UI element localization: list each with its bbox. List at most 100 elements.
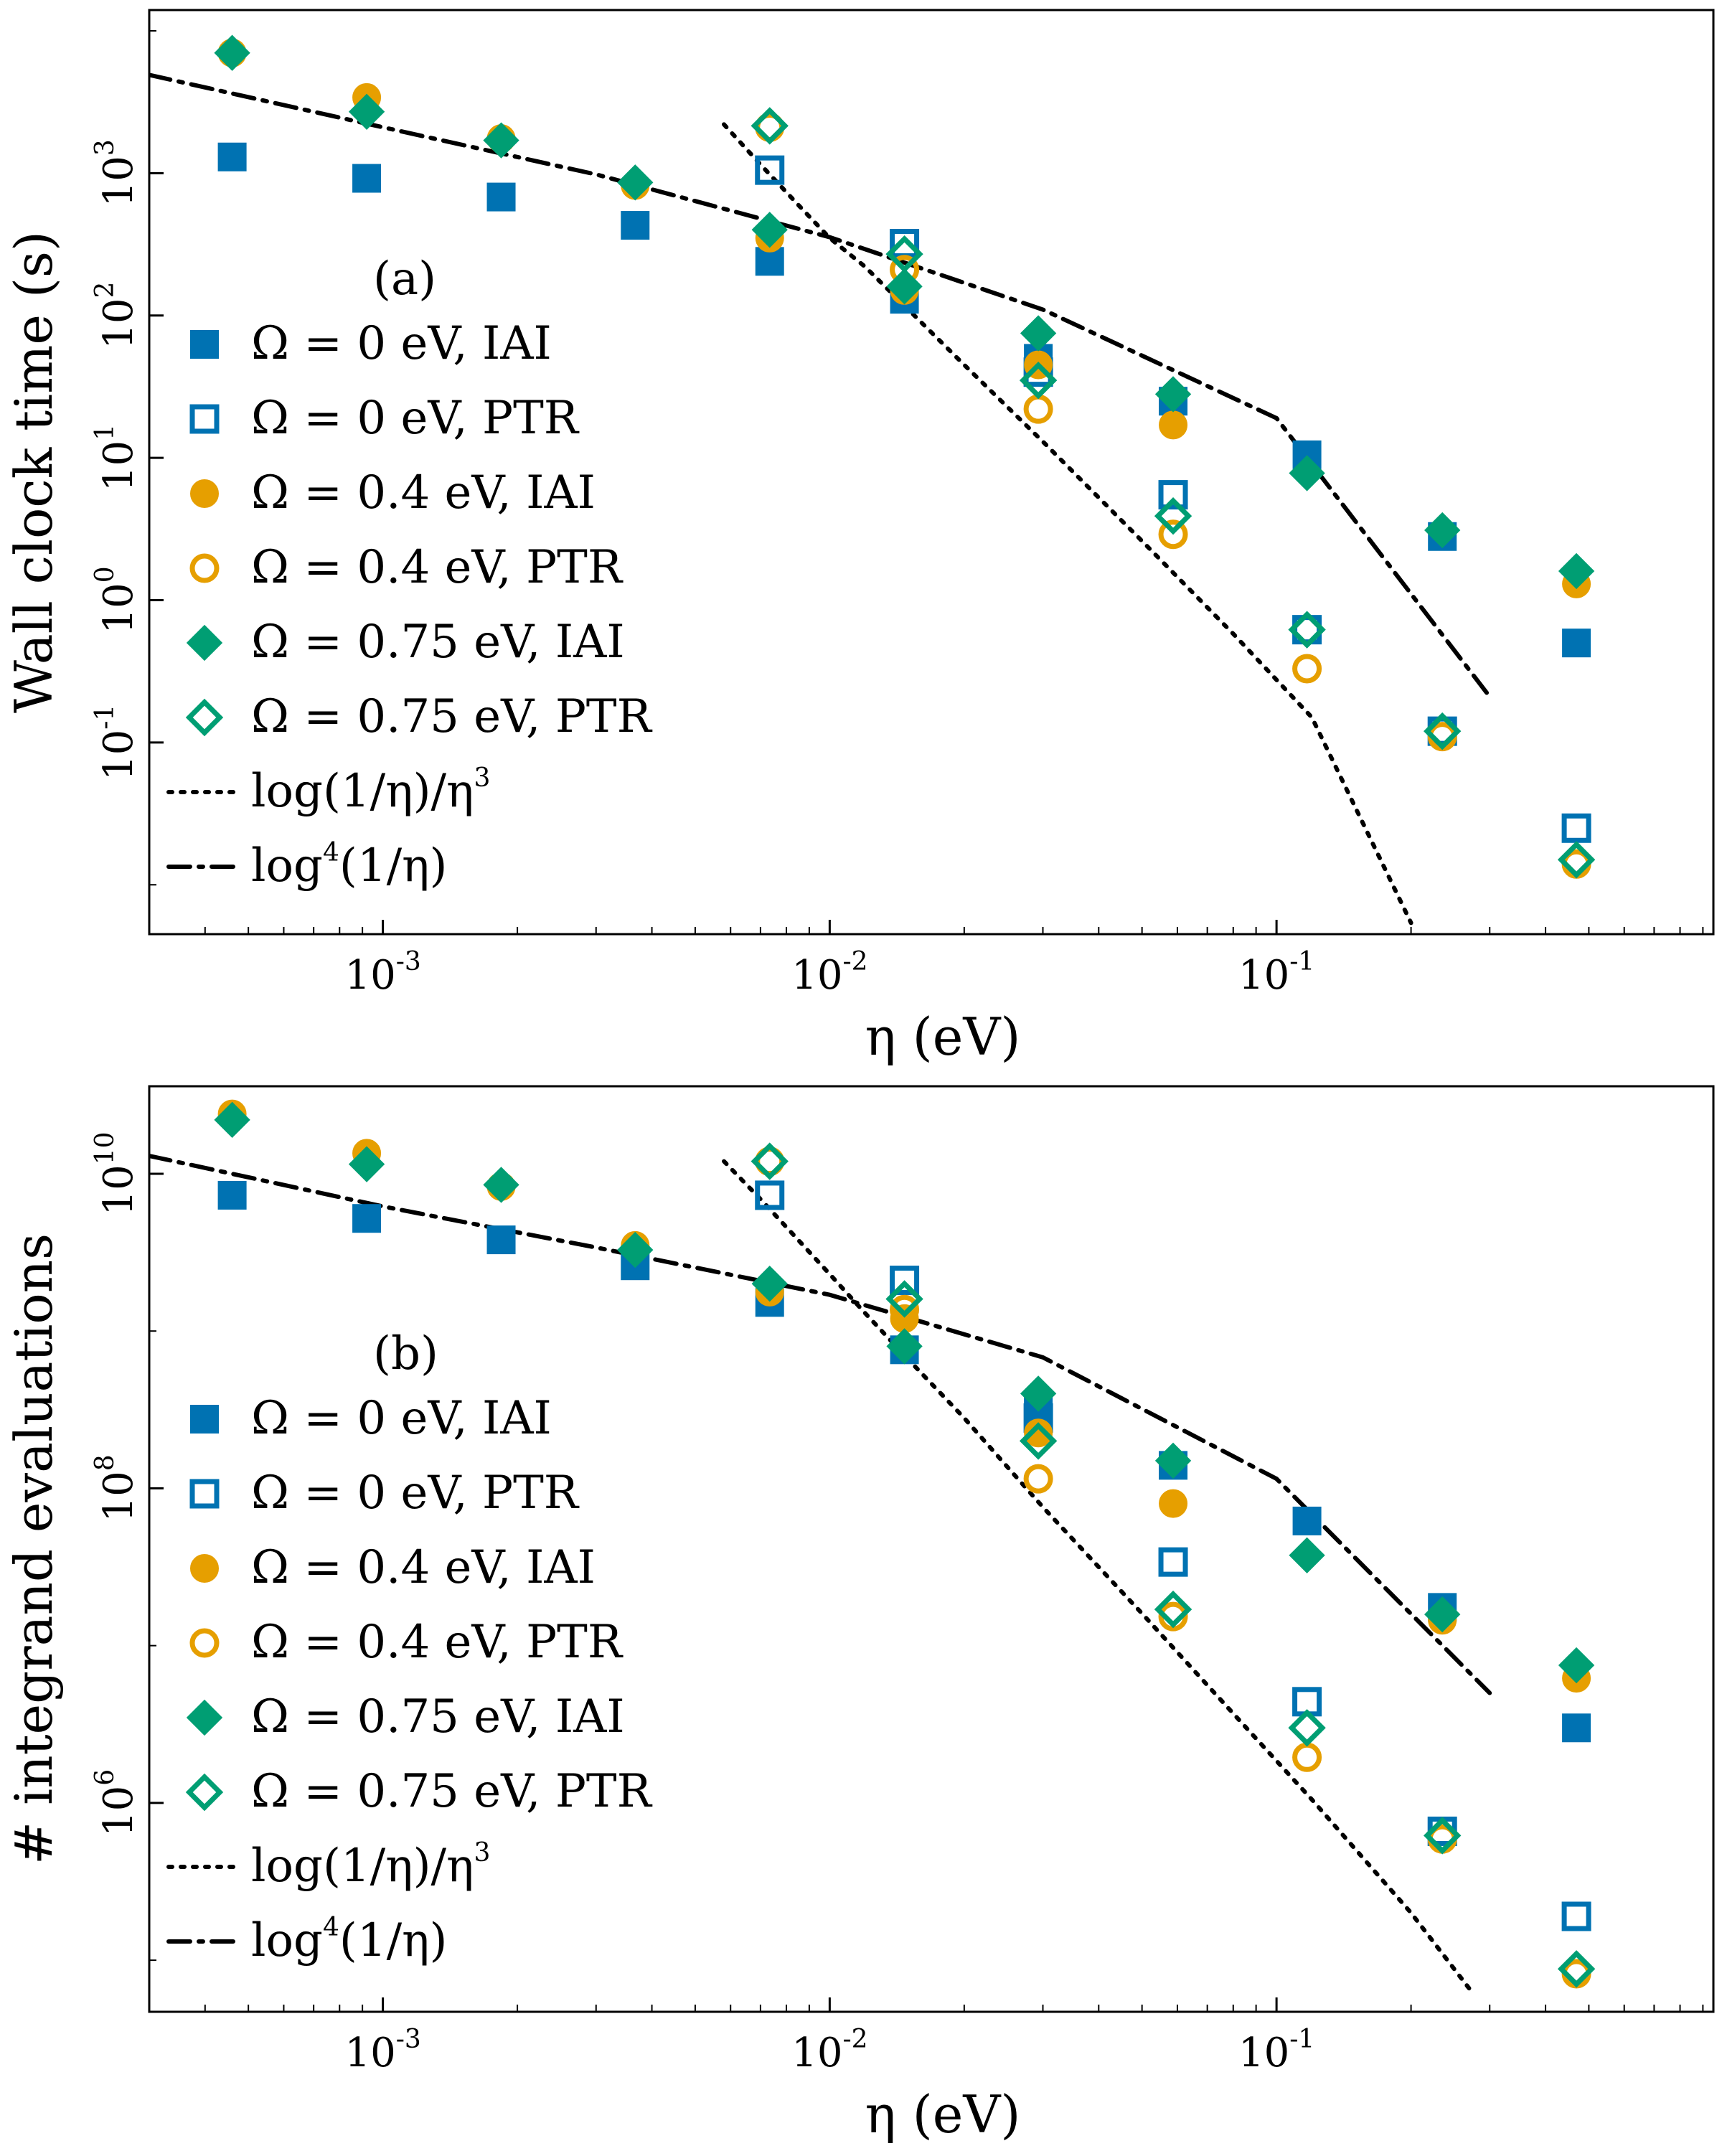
y-tick-label: 1010: [90, 1131, 142, 1215]
legend-entry: log(1/η)/η3: [166, 1838, 490, 1893]
data-point: [1154, 1442, 1192, 1479]
legend-marker: [190, 1554, 219, 1583]
data-point: [483, 122, 519, 159]
data-point: [890, 1266, 920, 1296]
data-point: [352, 1204, 382, 1233]
series-1: [755, 1180, 1591, 1931]
legend-entry: log4(1/η): [166, 838, 447, 893]
legend-entry: Ω = 0.75 eV, IAI: [186, 616, 625, 669]
data-point: [1558, 1647, 1595, 1684]
data-point: [1288, 611, 1326, 649]
legend-entry: Ω = 0.75 eV, PTR: [185, 690, 653, 743]
series-5: [751, 1142, 1596, 1988]
x-tick-label: 10-1: [1238, 2025, 1314, 2076]
data-point: [486, 182, 516, 212]
legend-label: log(1/η)/η3: [251, 763, 490, 818]
data-point: [348, 93, 385, 130]
data-point: [1158, 519, 1188, 550]
legend-marker: [189, 1479, 220, 1509]
y-tick-label: 102: [90, 282, 142, 349]
data-point: [1154, 376, 1192, 413]
y-axis-label: Wall clock time (s): [4, 231, 64, 713]
legend-entry: Ω = 0.4 eV, IAI: [190, 466, 596, 519]
data-point: [1424, 1596, 1461, 1633]
legend-marker: [189, 1628, 220, 1658]
data-point: [1024, 1418, 1053, 1448]
legend-marker: [186, 1699, 223, 1736]
legend-entry: Ω = 0.4 eV, IAI: [190, 1541, 596, 1594]
data-point: [885, 1280, 923, 1318]
data-point: [1292, 654, 1322, 684]
legend-marker: [185, 698, 224, 737]
y-axis-label: # integrand evaluations: [4, 1233, 64, 1865]
data-point: [886, 1328, 923, 1365]
data-point: [885, 235, 923, 273]
data-point: [217, 142, 247, 171]
legend: Ω = 0 eV, IAI Ω = 0 eV, PTR Ω = 0.4 eV, IA…: [166, 1392, 653, 1967]
axes-frame: [148, 9, 1715, 936]
x-tick-label: 10-1: [1238, 947, 1314, 999]
legend-label: Ω = 0 eV, IAI: [251, 1392, 552, 1445]
data-points: [214, 1099, 1596, 1989]
reference-line-dotted: [722, 122, 1413, 926]
data-point: [1562, 629, 1591, 658]
data-point: [751, 1266, 788, 1302]
legend-entry: Ω = 0.4 eV, PTR: [189, 1616, 624, 1669]
legend-entry: Ω = 0.75 eV, IAI: [186, 1690, 625, 1743]
y-tick-label: 103: [90, 139, 142, 207]
data-point: [1019, 361, 1058, 400]
data-point: [1292, 1742, 1322, 1772]
data-point: [1557, 841, 1596, 879]
legend-label: Ω = 0.75 eV, PTR: [251, 1765, 653, 1818]
data-point: [617, 1231, 654, 1268]
legend-entry: Ω = 0 eV, IAI: [190, 317, 552, 370]
data-point: [1562, 1713, 1591, 1743]
data-point: [886, 268, 923, 305]
data-point: [486, 1225, 516, 1255]
data-point: [214, 34, 250, 71]
legend-label: Ω = 0.75 eV, IAI: [251, 1690, 625, 1743]
data-point: [1557, 1950, 1596, 1988]
data-point: [1020, 1375, 1057, 1412]
legend-label: Ω = 0.4 eV, PTR: [251, 541, 624, 594]
legend-entry: Ω = 0 eV, IAI: [190, 1392, 552, 1445]
y-tick-label: 100: [90, 566, 142, 634]
y-tick-label: 10-1: [90, 705, 142, 781]
data-point: [352, 164, 382, 193]
data-point: [1158, 1547, 1188, 1577]
data-point: [1154, 497, 1192, 535]
axes-frame: [148, 1085, 1715, 2013]
data-point: [751, 107, 789, 145]
legend-entry: Ω = 0.4 eV, PTR: [189, 541, 624, 594]
legend: Ω = 0 eV, IAI Ω = 0 eV, PTR Ω = 0.4 eV, IA…: [166, 317, 653, 893]
data-point: [217, 1180, 247, 1210]
reference-line-dashdot: [149, 72, 1492, 699]
x-axis-label: η (eV): [865, 2084, 1021, 2145]
data-point: [214, 1101, 250, 1139]
data-point: [1023, 394, 1053, 424]
panel-b: 10-3 10-2 10-1 106 108 1010 η (eV) # integrand …: [4, 1085, 1715, 2145]
data-point: [755, 1180, 785, 1210]
legend-label: Ω = 0.75 eV, PTR: [251, 690, 653, 743]
reference-line-dashdot: [149, 1154, 1492, 1695]
panel-a: 10-3 10-2 10-1 10-1 100 101 102 103 η (eV) Wall c…: [4, 9, 1715, 1067]
panel-label: (a): [373, 253, 436, 306]
series-5: [751, 107, 1596, 879]
legend-marker: [185, 1773, 224, 1812]
data-point: [890, 1294, 920, 1324]
reference-lines: [149, 1154, 1492, 1991]
legend-marker: [190, 1405, 219, 1434]
legend-label: Ω = 0.75 eV, IAI: [251, 616, 625, 669]
legend-entry: log4(1/η): [166, 1913, 447, 1967]
x-tick-label: 10-3: [344, 947, 420, 999]
data-point: [1288, 1709, 1326, 1747]
minor-ticks: [149, 1330, 1704, 2012]
legend-label: Ω = 0 eV, IAI: [251, 317, 552, 370]
data-point: [1289, 455, 1325, 491]
y-tick-label: 106: [90, 1769, 142, 1837]
data-point: [751, 212, 788, 248]
series-4: [214, 34, 1595, 590]
data-point: [617, 164, 654, 201]
